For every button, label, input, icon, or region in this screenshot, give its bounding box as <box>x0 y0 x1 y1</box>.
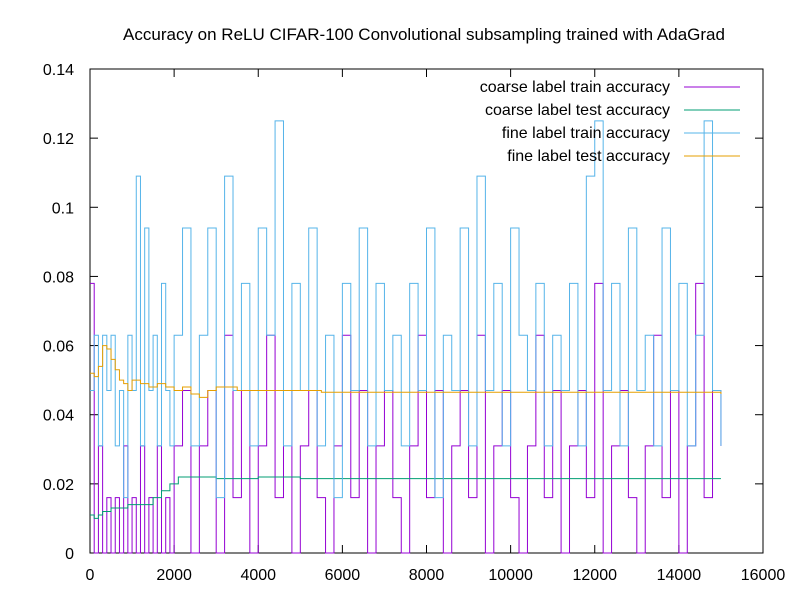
series-2 <box>90 120 722 499</box>
x-tick-label: 8000 <box>409 567 445 584</box>
y-tick-label: 0.14 <box>43 62 74 79</box>
x-tick-label: 2000 <box>156 567 192 584</box>
series-0 <box>90 282 722 554</box>
y-tick-label: 0.1 <box>52 200 74 217</box>
x-tick-label: 0 <box>86 567 95 584</box>
series-3 <box>90 345 722 398</box>
series-group <box>90 120 722 554</box>
x-tick-label: 12000 <box>573 567 618 584</box>
y-tick-label: 0.04 <box>43 408 74 425</box>
legend-label: fine label train accuracy <box>502 125 670 142</box>
series-line <box>90 120 722 499</box>
legend: coarse label train accuracy coarse label … <box>480 79 740 165</box>
y-tick-label: 0.08 <box>43 269 74 286</box>
y-tick-label: 0.06 <box>43 339 74 356</box>
legend-label: fine label test accuracy <box>507 148 670 165</box>
series-line <box>90 282 722 554</box>
legend-label: coarse label test accuracy <box>485 102 670 119</box>
legend-label: coarse label train accuracy <box>480 79 670 96</box>
x-tick-label: 10000 <box>488 567 533 584</box>
x-tick-label: 14000 <box>657 567 702 584</box>
series-line <box>90 476 721 519</box>
x-tick-label: 6000 <box>325 567 361 584</box>
series-1 <box>90 476 721 519</box>
y-tick-label: 0.12 <box>43 131 74 148</box>
y-tick-label: 0.02 <box>43 477 74 494</box>
x-tick-label: 16000 <box>741 567 786 584</box>
x-tick-label: 4000 <box>240 567 276 584</box>
series-line <box>90 345 722 398</box>
chart-title: Accuracy on ReLU CIFAR-100 Convolutional… <box>123 25 725 44</box>
axes: 0 2000 4000 6000 8000 10000 12000 14000 16000 0 0.… <box>43 62 785 584</box>
y-tick-label: 0 <box>65 546 74 563</box>
